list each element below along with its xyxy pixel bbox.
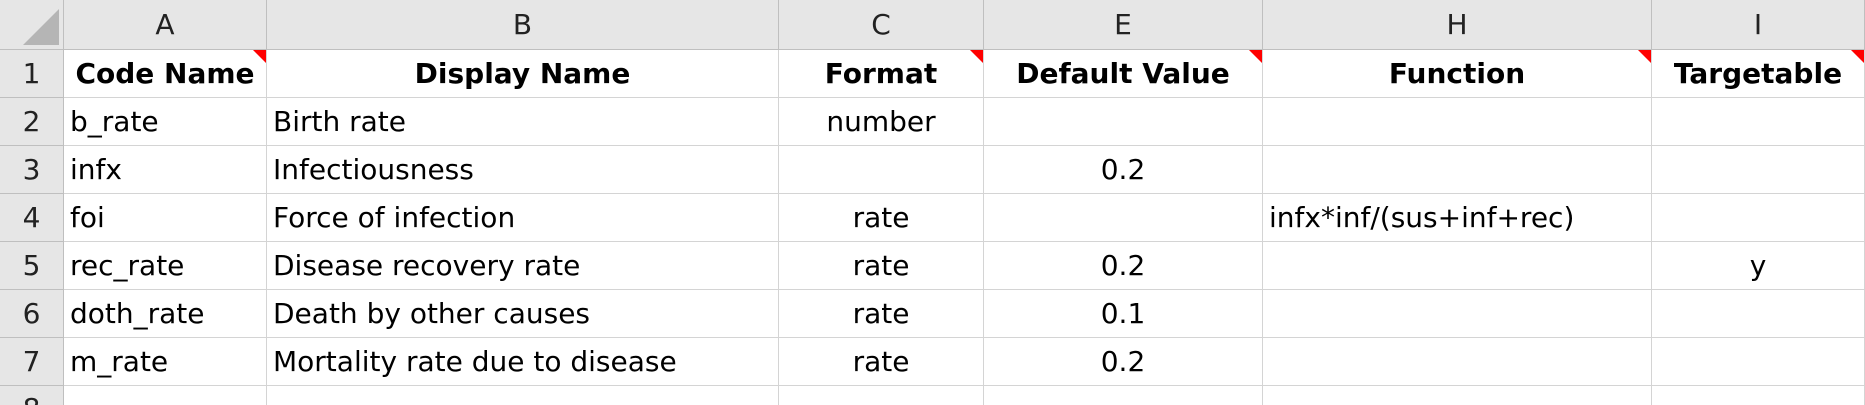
- cell-display-name[interactable]: Disease recovery rate: [267, 242, 779, 290]
- cell-code-name[interactable]: foi: [64, 194, 267, 242]
- cell-code-name[interactable]: infx: [64, 146, 267, 194]
- table-row: 4 foi Force of infection rate infx*inf/(…: [0, 194, 1865, 242]
- cell-function[interactable]: [1263, 146, 1652, 194]
- cell-display-name[interactable]: Death by other causes: [267, 290, 779, 338]
- row-number[interactable]: 3: [0, 146, 64, 194]
- header-format-text: Format: [824, 57, 938, 90]
- cell-function[interactable]: [1263, 338, 1652, 386]
- cell-display-name[interactable]: Mortality rate due to disease: [267, 338, 779, 386]
- header-display-name-text: Display Name: [414, 57, 631, 90]
- select-all-corner[interactable]: [0, 0, 64, 50]
- cell-function[interactable]: [1263, 386, 1652, 405]
- cell-header-targetable[interactable]: Targetable: [1652, 50, 1865, 98]
- cell-targetable[interactable]: [1652, 194, 1865, 242]
- cell-function[interactable]: [1263, 98, 1652, 146]
- cell-header-display-name[interactable]: Display Name: [267, 50, 779, 98]
- select-all-icon: [23, 9, 59, 45]
- cell-code-name[interactable]: b_rate: [64, 98, 267, 146]
- cell-format[interactable]: [779, 386, 984, 405]
- cell-code-name[interactable]: doth_rate: [64, 290, 267, 338]
- cell-code-name[interactable]: rec_rate: [64, 242, 267, 290]
- cell-default-value[interactable]: [984, 386, 1263, 405]
- cell-format[interactable]: rate: [779, 290, 984, 338]
- comment-indicator-icon[interactable]: [1249, 50, 1262, 63]
- column-header-a[interactable]: A: [64, 0, 267, 50]
- cell-header-format[interactable]: Format: [779, 50, 984, 98]
- table-row: 2 b_rate Birth rate number: [0, 98, 1865, 146]
- cell-default-value[interactable]: 0.2: [984, 146, 1263, 194]
- table-row: 7 m_rate Mortality rate due to disease r…: [0, 338, 1865, 386]
- cell-format[interactable]: rate: [779, 242, 984, 290]
- table-row: 8: [0, 386, 1865, 405]
- row-number[interactable]: 8: [0, 386, 64, 405]
- row-number[interactable]: 1: [0, 50, 64, 98]
- cell-targetable[interactable]: [1652, 338, 1865, 386]
- cell-function[interactable]: [1263, 242, 1652, 290]
- column-header-b[interactable]: B: [267, 0, 779, 50]
- cell-code-name[interactable]: m_rate: [64, 338, 267, 386]
- header-default-value-text: Default Value: [1016, 57, 1230, 90]
- header-targetable-text: Targetable: [1673, 57, 1843, 90]
- comment-indicator-icon[interactable]: [970, 50, 983, 63]
- column-header-c[interactable]: C: [779, 0, 984, 50]
- table-row: 6 doth_rate Death by other causes rate 0…: [0, 290, 1865, 338]
- comment-indicator-icon[interactable]: [1638, 50, 1651, 63]
- cell-format[interactable]: [779, 146, 984, 194]
- cell-display-name[interactable]: Infectiousness: [267, 146, 779, 194]
- cell-format[interactable]: rate: [779, 338, 984, 386]
- cell-targetable[interactable]: [1652, 386, 1865, 405]
- cell-header-default-value[interactable]: Default Value: [984, 50, 1263, 98]
- cell-default-value[interactable]: 0.1: [984, 290, 1263, 338]
- row-number[interactable]: 5: [0, 242, 64, 290]
- cell-header-function[interactable]: Function: [1263, 50, 1652, 98]
- cell-default-value[interactable]: [984, 194, 1263, 242]
- cell-default-value[interactable]: [984, 98, 1263, 146]
- cell-function[interactable]: [1263, 290, 1652, 338]
- table-row: 5 rec_rate Disease recovery rate rate 0.…: [0, 242, 1865, 290]
- cell-default-value[interactable]: 0.2: [984, 338, 1263, 386]
- cell-display-name[interactable]: [267, 386, 779, 405]
- header-function-text: Function: [1388, 57, 1526, 90]
- cell-header-code-name[interactable]: Code Name: [64, 50, 267, 98]
- column-header-row: A B C E H I: [0, 0, 1865, 50]
- cell-targetable[interactable]: [1652, 290, 1865, 338]
- row-number[interactable]: 7: [0, 338, 64, 386]
- table-row: 3 infx Infectiousness 0.2: [0, 146, 1865, 194]
- cell-code-name[interactable]: [64, 386, 267, 405]
- row-number[interactable]: 2: [0, 98, 64, 146]
- row-number[interactable]: 6: [0, 290, 64, 338]
- column-header-e[interactable]: E: [984, 0, 1263, 50]
- cell-format[interactable]: rate: [779, 194, 984, 242]
- cell-display-name[interactable]: Birth rate: [267, 98, 779, 146]
- cell-display-name[interactable]: Force of infection: [267, 194, 779, 242]
- cell-default-value[interactable]: 0.2: [984, 242, 1263, 290]
- comment-indicator-icon[interactable]: [253, 50, 266, 63]
- cell-targetable[interactable]: [1652, 98, 1865, 146]
- cell-targetable[interactable]: [1652, 146, 1865, 194]
- header-code-name-text: Code Name: [75, 57, 255, 90]
- column-header-i[interactable]: I: [1652, 0, 1865, 50]
- table-row: 1 Code Name Display Name Format Default …: [0, 50, 1865, 98]
- row-number[interactable]: 4: [0, 194, 64, 242]
- cell-function[interactable]: infx*inf/(sus+inf+rec): [1263, 194, 1652, 242]
- cell-targetable[interactable]: y: [1652, 242, 1865, 290]
- comment-indicator-icon[interactable]: [1851, 50, 1864, 63]
- column-header-h[interactable]: H: [1263, 0, 1652, 50]
- cell-format[interactable]: number: [779, 98, 984, 146]
